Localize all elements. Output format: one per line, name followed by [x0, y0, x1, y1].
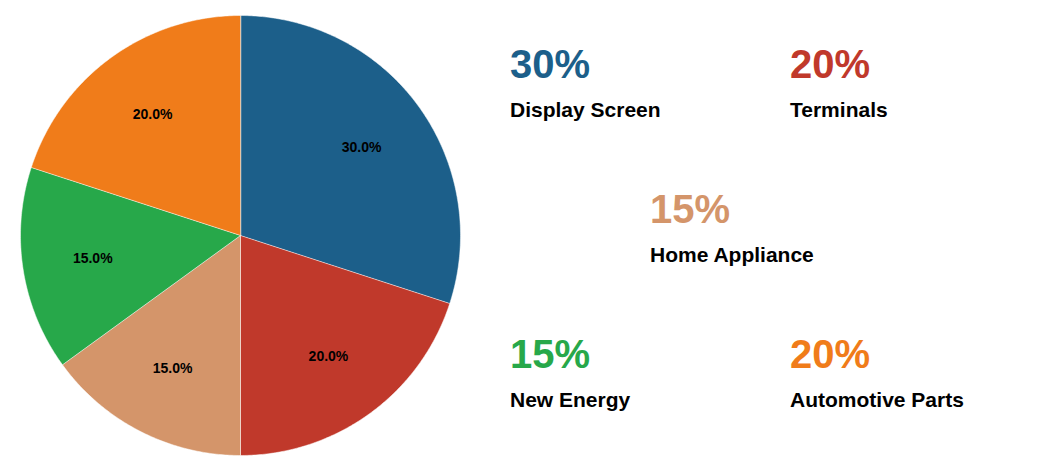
html-text:20%: 20%	[790, 332, 871, 376]
svg-text:20.0%: 20.0%	[309, 348, 349, 364]
html-text:Terminals: Terminals	[790, 98, 888, 121]
svg-text:20.0%: 20.0%	[133, 106, 173, 122]
html-text:New Energy: New Energy	[510, 388, 631, 411]
svg-text:15.0%: 15.0%	[153, 360, 193, 376]
html-text:15%: 15%	[650, 187, 731, 231]
html-text:20%: 20%	[790, 42, 871, 86]
html-text:Home Appliance: Home Appliance	[650, 243, 814, 266]
html-text:30%: 30%	[510, 42, 591, 86]
svg-text:30.0%: 30.0%	[342, 139, 382, 155]
html-text:15%: 15%	[510, 332, 591, 376]
html-text:Automotive Parts: Automotive Parts	[790, 388, 964, 411]
html-text:Display Screen: Display Screen	[510, 98, 661, 121]
svg-text:15.0%: 15.0%	[73, 250, 113, 266]
